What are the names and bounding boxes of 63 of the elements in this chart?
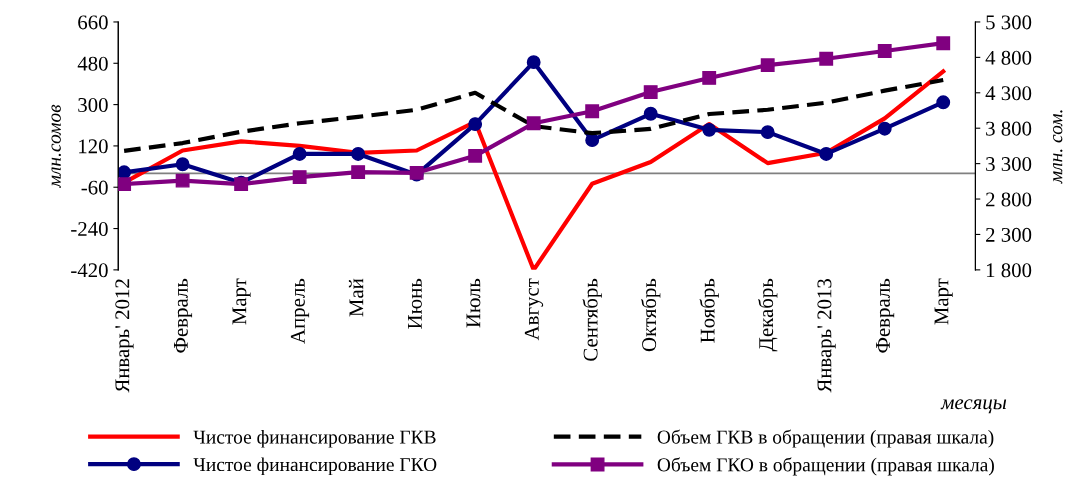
y-axis-title: млн.сомов (51, 104, 61, 189)
y-tick-label: 120 (79, 139, 108, 154)
y2-tick-label: 2 800 (986, 192, 1032, 207)
legend-label: Чистое финансирование ГКО (193, 457, 437, 476)
x-tick-label: Декабрь (758, 278, 778, 352)
y2-tick-label: 5 300 (986, 15, 1032, 30)
point (292, 147, 307, 161)
y-tick-label: 660 (78, 15, 108, 30)
point (118, 177, 132, 192)
x-tick-label: Март (934, 278, 953, 325)
point (585, 133, 600, 148)
point (760, 125, 775, 140)
x-tick-label: Январь' 2012 (115, 279, 134, 393)
y-tick-label: 480 (77, 56, 108, 71)
point (702, 122, 717, 137)
y2-tick-label: 4 300 (985, 86, 1032, 101)
x-tick-label: Ноябрь (699, 278, 719, 343)
x-tick-label: Январь' 2013 (817, 279, 836, 393)
x-tick-label: Март (232, 278, 251, 325)
point (877, 44, 892, 58)
point (468, 117, 483, 132)
point (292, 170, 307, 185)
point (175, 173, 190, 188)
point (819, 147, 834, 161)
point (643, 106, 658, 121)
x-tick-label: Сентябрь (582, 278, 602, 361)
y2-tick-label: 4 800 (985, 50, 1032, 65)
line-series (122, 77, 946, 153)
y2-tick-label: 1 800 (986, 263, 1032, 278)
y-tick-label: -60 (81, 180, 108, 195)
x-axis-title: месяцы (940, 399, 1007, 414)
point (936, 36, 951, 51)
legend-label: Чистое финансирование ГКВ (193, 429, 436, 448)
point (936, 95, 951, 110)
point (175, 157, 190, 172)
x-tick-label: Август (524, 278, 544, 341)
y2-tick-label: 3 300 (986, 156, 1032, 172)
point (468, 148, 483, 163)
y2-axis-title: млн. сом. (1053, 110, 1063, 184)
point (585, 104, 600, 119)
point (526, 55, 541, 70)
point (760, 58, 775, 73)
point (351, 165, 366, 180)
y-tick-label: 300 (78, 97, 108, 113)
x-tick-label: Октябрь (641, 278, 661, 352)
x-tick-label: Февраль (876, 278, 895, 353)
y-tick-label: -420 (71, 263, 108, 278)
x-tick-label: Апрель (290, 278, 310, 344)
y-tick-label: -240 (71, 221, 108, 236)
x-tick-label: Февраль (173, 278, 193, 353)
y2-tick-label: 2 300 (986, 227, 1032, 242)
point (643, 85, 658, 100)
point (526, 116, 541, 131)
point (351, 147, 366, 161)
point (702, 70, 717, 85)
x-tick-label: Июнь (408, 278, 422, 329)
x-tick-label: Июль (466, 278, 481, 328)
x-tick-label: Май (348, 278, 364, 317)
y2-tick-label: 3 800 (986, 121, 1032, 136)
legend-label: Объем ГКО в обращении (правая шкала) (657, 457, 994, 476)
point (819, 51, 834, 66)
point (877, 121, 892, 136)
legend-label: Объем ГКВ в обращении (правая шкала) (657, 429, 994, 448)
